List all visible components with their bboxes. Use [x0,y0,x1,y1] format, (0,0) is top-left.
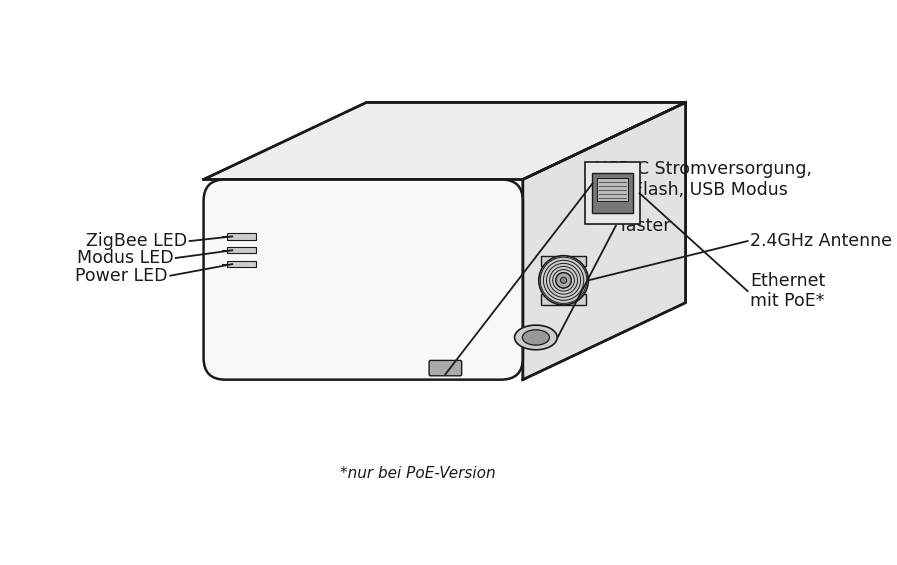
Circle shape [556,273,571,288]
FancyBboxPatch shape [204,180,523,380]
Text: ZigBee LED: ZigBee LED [86,232,187,250]
Bar [541,294,586,305]
Bar [592,173,632,213]
FancyBboxPatch shape [429,360,462,376]
Bar [585,162,640,224]
Text: 2.4GHz Antenne: 2.4GHz Antenne [750,232,892,250]
Text: USB-C Stromversorgung,
ESP Flash, USB Modus: USB-C Stromversorgung, ESP Flash, USB Mo… [595,160,812,199]
Polygon shape [523,102,685,380]
Polygon shape [204,102,685,180]
Bar [597,178,628,201]
Text: Taster: Taster [618,216,671,234]
Text: Power LED: Power LED [75,267,168,285]
Text: Modus LED: Modus LED [77,249,173,267]
Bar [227,233,256,240]
Bar [541,256,586,267]
Circle shape [561,277,567,284]
Bar [227,261,256,267]
Ellipse shape [515,325,557,350]
Text: *nur bei PoE-Version: *nur bei PoE-Version [340,466,496,481]
Bar [227,247,256,253]
Text: Ethernet
mit PoE*: Ethernet mit PoE* [750,272,825,311]
Ellipse shape [522,330,550,345]
Circle shape [539,256,588,305]
